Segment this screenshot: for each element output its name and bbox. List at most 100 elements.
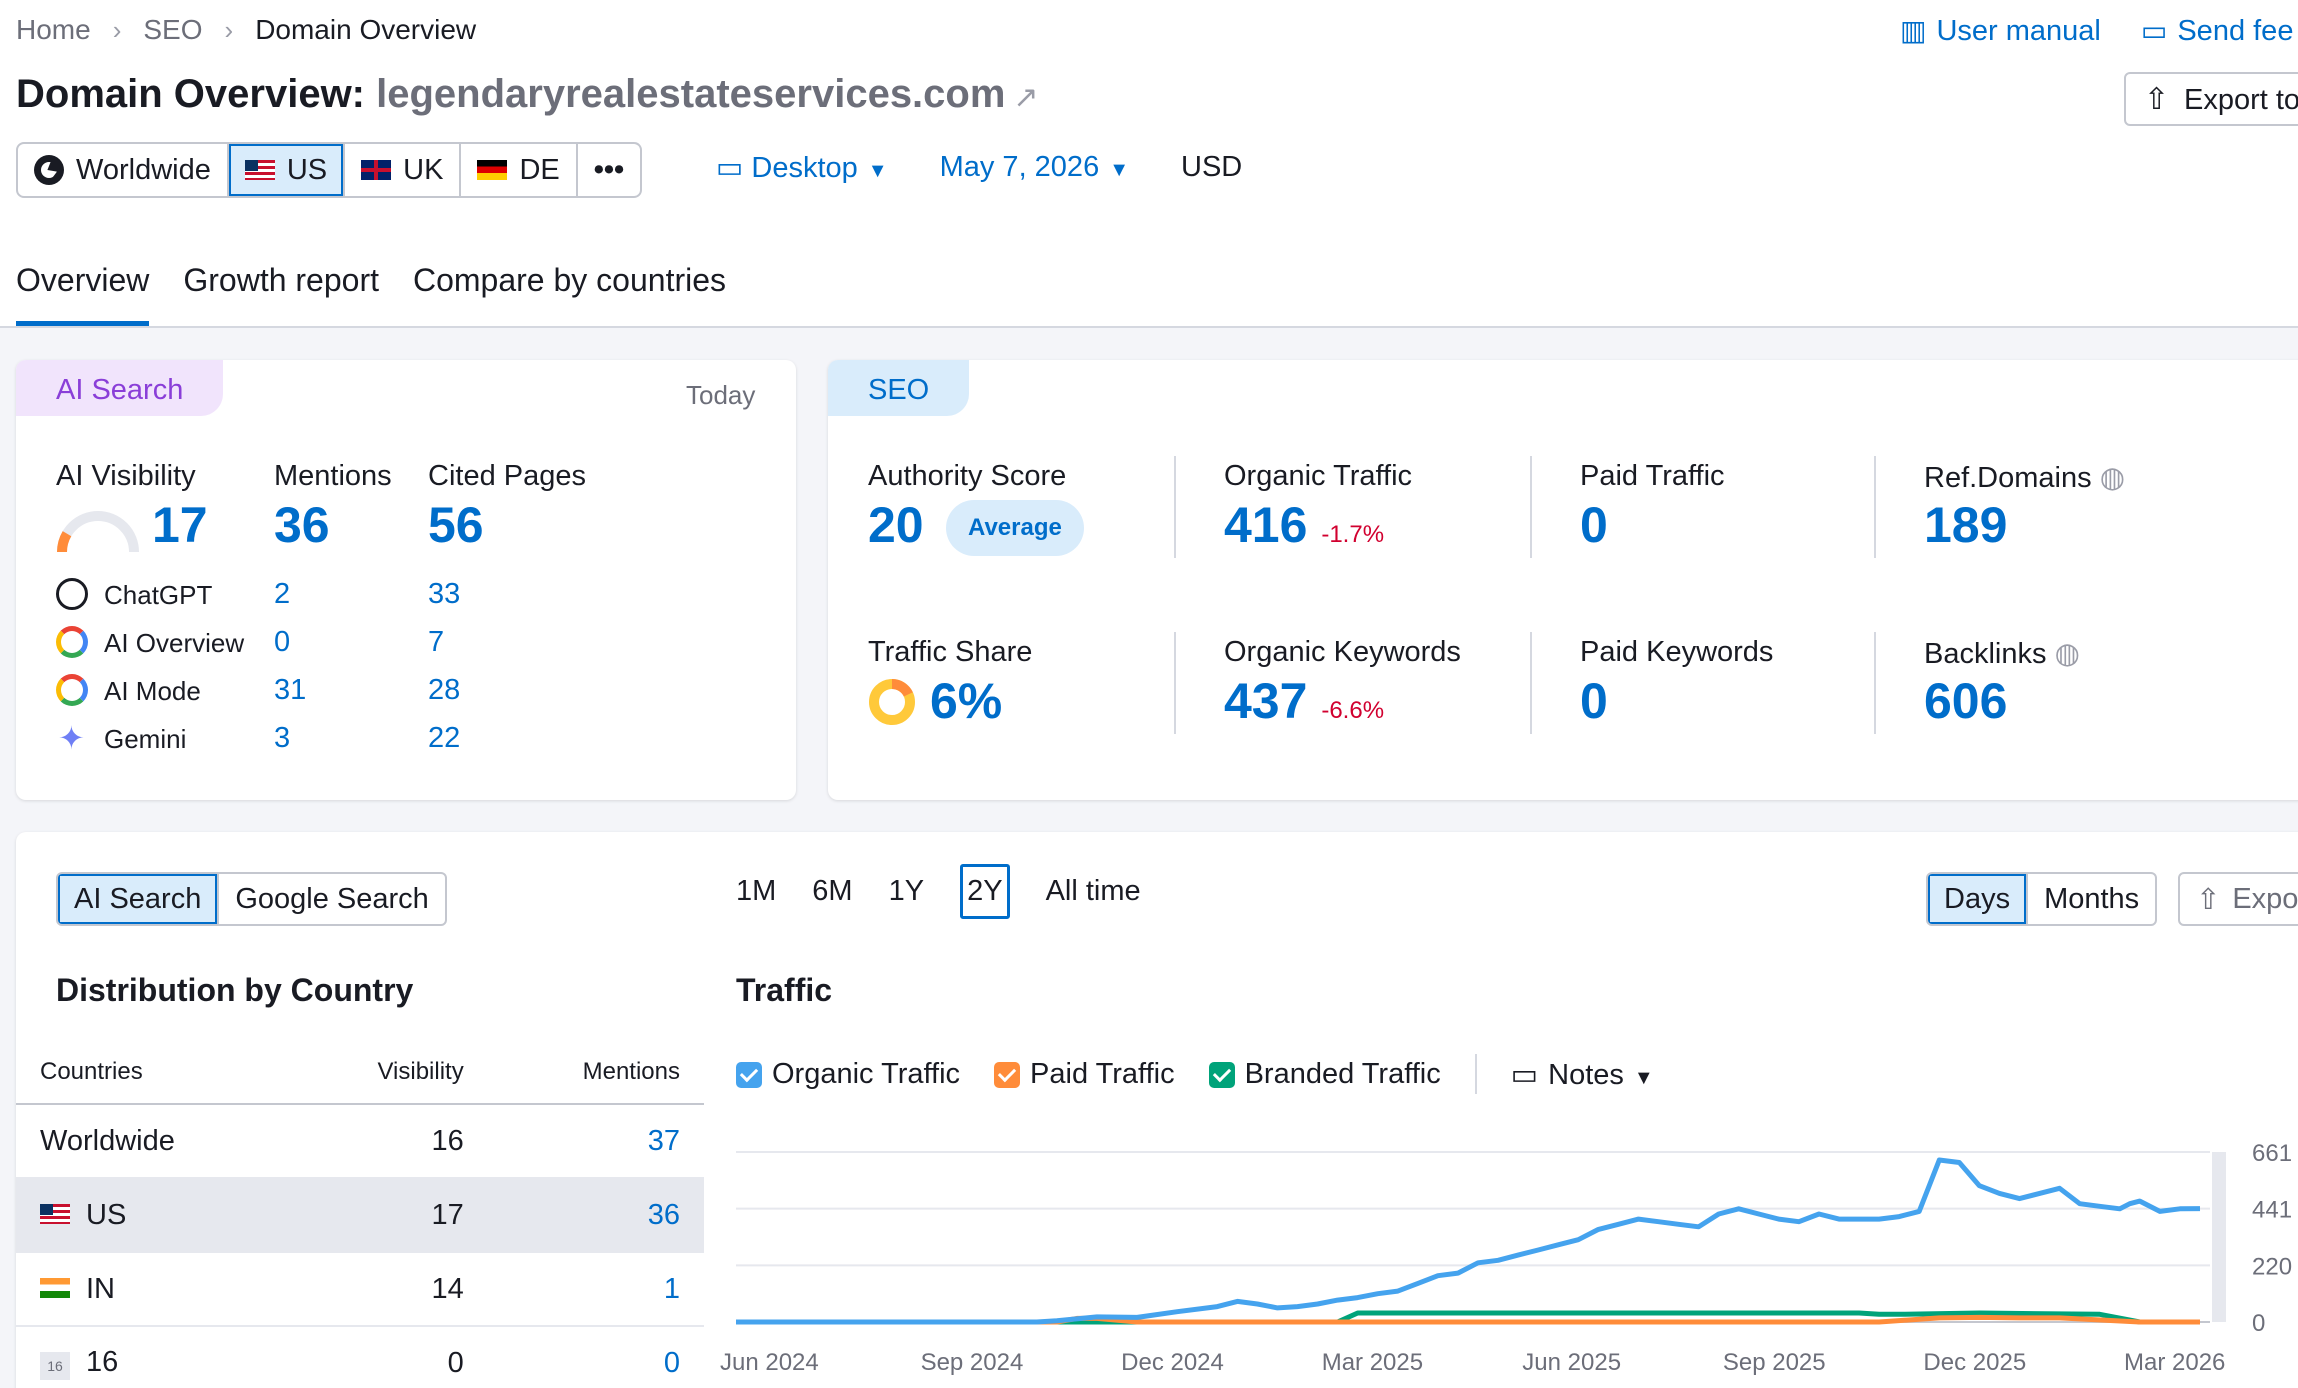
- device-label: Desktop: [751, 152, 858, 184]
- notes-label: Notes: [1548, 1058, 1624, 1091]
- ai-visibility-gauge: [57, 511, 139, 553]
- export-button[interactable]: ⇧ Export to: [2124, 72, 2298, 126]
- chatgpt-icon: [56, 578, 88, 610]
- seo-pill: SEO: [828, 360, 970, 416]
- user-manual-link[interactable]: ▥ User manual: [1900, 14, 2101, 48]
- gauge-track: [57, 511, 139, 553]
- country-name: 16: [86, 1346, 119, 1378]
- export-label: Export to: [2184, 84, 2298, 116]
- database-us[interactable]: US: [228, 144, 346, 196]
- notes-dropdown[interactable]: ▭ Notes ▼: [1511, 1057, 1654, 1092]
- mentions-label: Mentions: [274, 460, 392, 492]
- divider: [1874, 456, 1876, 558]
- source-ai-search[interactable]: AI Search: [58, 874, 220, 924]
- platform-mentions[interactable]: 0: [274, 626, 291, 658]
- table-row[interactable]: 16 16 0 0: [16, 1326, 704, 1388]
- platform-mentions[interactable]: 31: [274, 674, 307, 706]
- mentions-cell[interactable]: 1: [487, 1252, 704, 1327]
- paid-traffic-value[interactable]: 0: [1580, 497, 1608, 553]
- x-tick-label: Mar 2025: [1322, 1349, 1423, 1376]
- authority-score-value[interactable]: 20: [868, 497, 924, 553]
- visibility-cell: 16: [288, 1104, 488, 1179]
- distribution-title: Distribution by Country: [56, 972, 414, 1008]
- date-label: May 7, 2026: [939, 151, 1100, 183]
- database-label: DE: [519, 153, 560, 186]
- user-manual-label: User manual: [1936, 15, 2101, 47]
- source-toggle: AI Search Google Search: [56, 872, 447, 926]
- book-icon: ▥: [1900, 15, 1927, 46]
- platform-cited[interactable]: 28: [428, 674, 461, 706]
- organic-keywords-label: Organic Keywords: [1224, 636, 1461, 668]
- gemini-icon: ✦: [58, 720, 85, 756]
- legend-organic[interactable]: Organic Traffic: [736, 1058, 960, 1091]
- organic-keywords-change: -6.6%: [1321, 697, 1385, 724]
- globe-icon: [34, 155, 64, 185]
- table-row[interactable]: US 17 36: [16, 1178, 704, 1253]
- seo-card: SEO Authority Score 20 Average Organic T…: [828, 360, 2298, 800]
- visibility-cell: 0: [288, 1326, 488, 1388]
- tab-growth-report[interactable]: Growth report: [183, 262, 379, 298]
- source-google-search[interactable]: Google Search: [235, 882, 429, 915]
- organic-traffic-value[interactable]: 416 -1.7%: [1224, 496, 1384, 554]
- legend-paid-label: Paid Traffic: [1030, 1057, 1175, 1090]
- header-mentions: Mentions: [487, 1040, 704, 1105]
- platform-name: AI Overview: [104, 628, 245, 658]
- authority-badge: Average: [946, 500, 1084, 556]
- database-selector: Worldwide US UK DE •••: [16, 142, 643, 198]
- upload-icon: ⇧: [2196, 883, 2221, 916]
- traffic-chart: 661 441 220 0 Jun 2024 Sep 2024 Dec 2024 Mar 20…: [720, 1140, 2292, 1376]
- mentions-cell[interactable]: 37: [487, 1104, 704, 1179]
- paid-keywords-value[interactable]: 0: [1580, 673, 1608, 729]
- device-dropdown[interactable]: ▭ Desktop ▼: [716, 150, 888, 185]
- table-row[interactable]: IN 14 1: [16, 1252, 704, 1327]
- ref-domains-value[interactable]: 189: [1924, 497, 2008, 553]
- database-uk[interactable]: UK: [345, 144, 462, 196]
- period-6m[interactable]: 6M: [812, 875, 853, 907]
- tab-overview[interactable]: Overview: [16, 262, 150, 326]
- more-databases-button[interactable]: •••: [578, 144, 640, 196]
- platform-mentions[interactable]: 2: [274, 578, 291, 610]
- period-1m[interactable]: 1M: [736, 875, 777, 907]
- legend-branded[interactable]: Branded Traffic: [1208, 1058, 1441, 1091]
- backlinks-value[interactable]: 606: [1924, 673, 2008, 729]
- table-row[interactable]: Worldwide 16 37: [16, 1104, 704, 1179]
- external-link-icon[interactable]: ↗: [1013, 81, 1039, 114]
- database-worldwide[interactable]: Worldwide: [18, 144, 229, 196]
- date-dropdown[interactable]: May 7, 2026 ▼: [940, 151, 1129, 184]
- platform-cited[interactable]: 33: [428, 578, 461, 610]
- database-label: Worldwide: [76, 153, 211, 186]
- title-domain: legendaryrealestateservices.com: [376, 72, 1006, 116]
- mentions-cell[interactable]: 0: [487, 1326, 704, 1388]
- breadcrumb-home[interactable]: Home: [16, 14, 91, 45]
- traffic-share-value: 6%: [930, 673, 1003, 729]
- x-tick-label: Jun 2025: [1522, 1349, 1621, 1376]
- chart-export-button[interactable]: ⇧ Expo: [2178, 872, 2298, 926]
- period-2y[interactable]: 2Y: [960, 864, 1010, 919]
- x-tick-label: Dec 2025: [1923, 1349, 2026, 1376]
- period-1y[interactable]: 1Y: [888, 875, 925, 907]
- tab-compare-by-countries[interactable]: Compare by countries: [412, 262, 727, 298]
- comment-icon: ▭: [1510, 1058, 1539, 1091]
- granularity-days[interactable]: Days: [1928, 874, 2029, 924]
- y-tick-label: 661: [2252, 1140, 2292, 1167]
- mentions-cell[interactable]: 36: [487, 1178, 704, 1253]
- traffic-title: Traffic: [736, 972, 833, 1008]
- period-all-time[interactable]: All time: [1045, 875, 1141, 907]
- platform-mentions[interactable]: 3: [274, 722, 291, 754]
- platform-name: AI Mode: [104, 676, 201, 706]
- y-tick-label: 441: [2252, 1197, 2292, 1224]
- platform-cited[interactable]: 22: [428, 722, 461, 754]
- legend-paid[interactable]: Paid Traffic: [994, 1058, 1175, 1091]
- platform-name: Gemini: [104, 724, 187, 754]
- platform-cited[interactable]: 7: [428, 626, 445, 658]
- database-de[interactable]: DE: [461, 144, 578, 196]
- chevron-right-icon: ›: [112, 14, 122, 45]
- top-links: ▥ User manual ▭ Send fee: [1900, 14, 2293, 48]
- granularity-months[interactable]: Months: [2044, 882, 2140, 915]
- breadcrumb-seo[interactable]: SEO: [143, 14, 203, 45]
- x-tick-label: Mar 2026: [2124, 1349, 2225, 1376]
- y-tick-label: 0: [2252, 1310, 2265, 1337]
- country-cell: IN: [16, 1252, 289, 1327]
- send-feedback-link[interactable]: ▭ Send fee: [2141, 14, 2294, 48]
- organic-keywords-value[interactable]: 437 -6.6%: [1224, 672, 1384, 730]
